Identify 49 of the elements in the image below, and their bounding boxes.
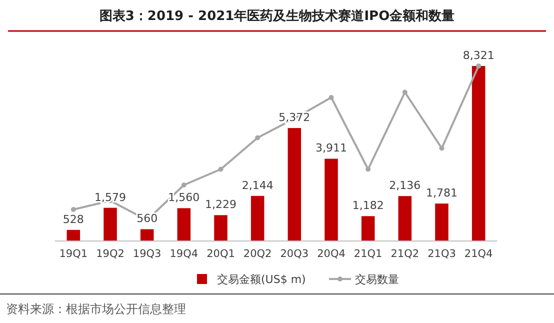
point <box>328 95 334 100</box>
bar <box>104 208 117 241</box>
point <box>255 135 260 140</box>
data-label: 1,182 <box>352 199 384 212</box>
bar <box>472 66 486 241</box>
data-label: 2,144 <box>242 178 274 192</box>
bar <box>435 204 448 241</box>
legend-label: 交易数量 <box>355 273 399 286</box>
x-tick-label: 20Q3 <box>280 248 309 260</box>
bar <box>324 158 338 241</box>
data-label: 5,372 <box>278 111 310 124</box>
data-label: 8,321 <box>462 49 494 62</box>
text: 资料来源：根据市场公开信息整理 <box>6 302 186 316</box>
legend-label: 交易金额(US$ m) <box>217 273 306 286</box>
data-label: 1,579 <box>94 190 126 204</box>
bar <box>177 208 191 241</box>
point <box>70 207 76 212</box>
data-label: 528 <box>62 212 84 226</box>
chart-title: 图表3：2019 - 2021年医药及生物技术赛道IPO金额和数量 <box>99 8 455 24</box>
bar <box>288 128 302 241</box>
data-label: 1,781 <box>426 186 458 200</box>
x-tick-label: 21Q3 <box>428 248 456 260</box>
x-tick-label: 20Q1 <box>206 248 235 260</box>
point <box>439 146 444 151</box>
x-tick-label: 19Q3 <box>132 248 162 260</box>
x-tick-label: 19Q2 <box>96 248 124 260</box>
bar <box>66 230 80 241</box>
point <box>476 64 482 68</box>
x-tick-label: 21Q4 <box>464 248 494 260</box>
x-tick-label: 19Q1 <box>59 248 88 260</box>
x-tick-label: 21Q2 <box>390 248 420 260</box>
point <box>218 166 224 172</box>
point <box>181 182 186 188</box>
data-label: 1,229 <box>205 198 236 212</box>
data-label: 3,911 <box>316 142 347 155</box>
bar <box>361 216 375 241</box>
x-tick-label: 20Q2 <box>243 248 272 260</box>
data-label: 1,560 <box>168 191 200 204</box>
data-label: 560 <box>136 212 158 226</box>
point <box>366 166 371 172</box>
bar <box>140 229 154 241</box>
x-tick-label: 20Q4 <box>317 248 346 260</box>
data-label: 2,136 <box>389 179 421 192</box>
bar <box>398 196 412 241</box>
bar <box>214 215 228 241</box>
x-tick-label: 21Q1 <box>354 248 382 260</box>
x-tick-label: 19Q4 <box>170 248 198 260</box>
bar <box>250 196 264 241</box>
point <box>402 90 408 95</box>
